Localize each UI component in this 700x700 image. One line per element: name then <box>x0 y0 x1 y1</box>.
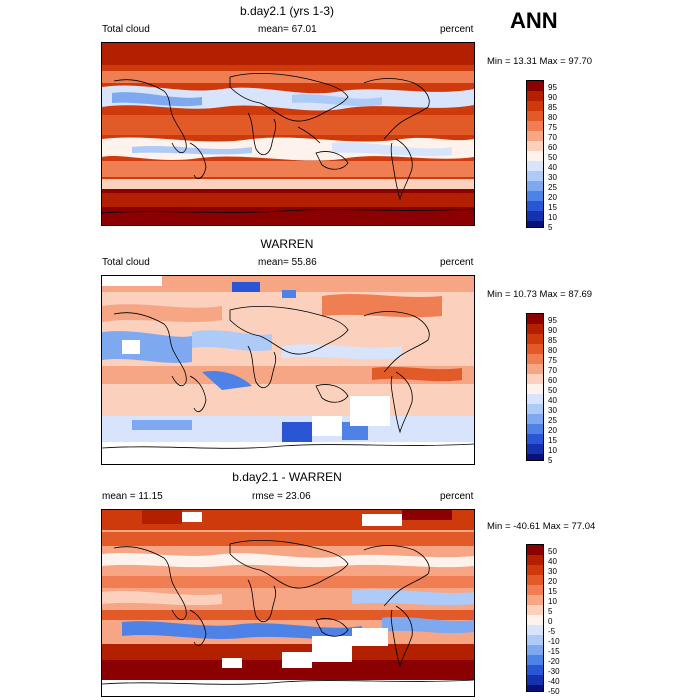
colorbar-tick: -5 <box>548 627 556 636</box>
colorbar-tick: 90 <box>548 326 557 335</box>
colorbar-tick: 25 <box>548 183 557 192</box>
panel-title: WARREN <box>260 237 314 251</box>
map-field <box>102 510 474 696</box>
map-field <box>102 276 474 464</box>
colorbar-tick: 20 <box>548 193 557 202</box>
colorbar-tick: 50 <box>548 386 557 395</box>
colorbar-tick: 10 <box>548 597 557 606</box>
mean-label: mean = 11.15 <box>102 491 163 502</box>
colorbar-tick: 10 <box>548 213 557 222</box>
rmse-label: rmse = 23.06 <box>252 491 311 502</box>
colorbar-tick: 10 <box>548 446 557 455</box>
colorbar-tick: 70 <box>548 133 557 142</box>
cloud-map <box>101 42 475 226</box>
minmax-label: Min = 10.73 Max = 87.69 <box>487 289 593 300</box>
colorbar-tick: 70 <box>548 366 557 375</box>
units-label: percent <box>440 257 474 268</box>
colorbar-tick: 15 <box>548 436 557 445</box>
mean-label: mean= 67.01 <box>258 24 317 35</box>
colorbar-tick: 20 <box>548 426 557 435</box>
cloud-map <box>101 275 475 465</box>
colorbar-tick: 40 <box>548 396 557 405</box>
units-label: percent <box>440 24 474 35</box>
colorbar-tick: 90 <box>548 93 557 102</box>
colorbar-tick: 15 <box>548 203 557 212</box>
colorbar <box>526 313 544 461</box>
map-field <box>102 43 474 225</box>
minmax-label: Min = -40.61 Max = 77.04 <box>487 521 596 532</box>
colorbar <box>526 80 544 228</box>
colorbar <box>526 544 544 692</box>
colorbar-tick: 75 <box>548 123 557 132</box>
colorbar-tick: -10 <box>548 637 560 646</box>
colorbar-tick: 80 <box>548 346 557 355</box>
minmax-label: Min = 13.31 Max = 97.70 <box>487 56 593 67</box>
colorbar-tick: 80 <box>548 113 557 122</box>
colorbar-tick: 75 <box>548 356 557 365</box>
variable-label: Total cloud <box>102 24 150 35</box>
colorbar-tick: 20 <box>548 577 557 586</box>
colorbar-tick: 60 <box>548 143 557 152</box>
colorbar-tick: 30 <box>548 406 557 415</box>
colorbar-tick: -40 <box>548 677 560 686</box>
colorbar-tick: 50 <box>548 153 557 162</box>
colorbar-tick: 5 <box>548 456 553 465</box>
colorbar-tick: 5 <box>548 607 553 616</box>
colorbar-tick: -50 <box>548 687 560 696</box>
colorbar-tick: 85 <box>548 336 557 345</box>
colorbar-tick: 50 <box>548 547 557 556</box>
colorbar-tick: 85 <box>548 103 557 112</box>
colorbar-tick: 40 <box>548 163 557 172</box>
colorbar-tick: -20 <box>548 657 560 666</box>
mean-label: mean= 55.86 <box>258 257 317 268</box>
difference-map <box>101 509 475 697</box>
colorbar-tick: 15 <box>548 587 557 596</box>
colorbar-tick: 0 <box>548 617 553 626</box>
colorbar-tick: 60 <box>548 376 557 385</box>
units-label: percent <box>440 491 474 502</box>
panel-title: b.day2.1 - WARREN <box>232 470 342 484</box>
colorbar-tick: -15 <box>548 647 560 656</box>
colorbar-tick: 5 <box>548 223 553 232</box>
season-label: ANN <box>510 8 558 33</box>
panel-title: b.day2.1 (yrs 1-3) <box>239 4 335 18</box>
variable-label: Total cloud <box>102 257 150 268</box>
colorbar-tick: 95 <box>548 83 557 92</box>
colorbar-tick: -30 <box>548 667 560 676</box>
colorbar-tick: 25 <box>548 416 557 425</box>
colorbar-tick: 30 <box>548 173 557 182</box>
colorbar-tick: 95 <box>548 316 557 325</box>
colorbar-tick: 30 <box>548 567 557 576</box>
colorbar-tick: 40 <box>548 557 557 566</box>
